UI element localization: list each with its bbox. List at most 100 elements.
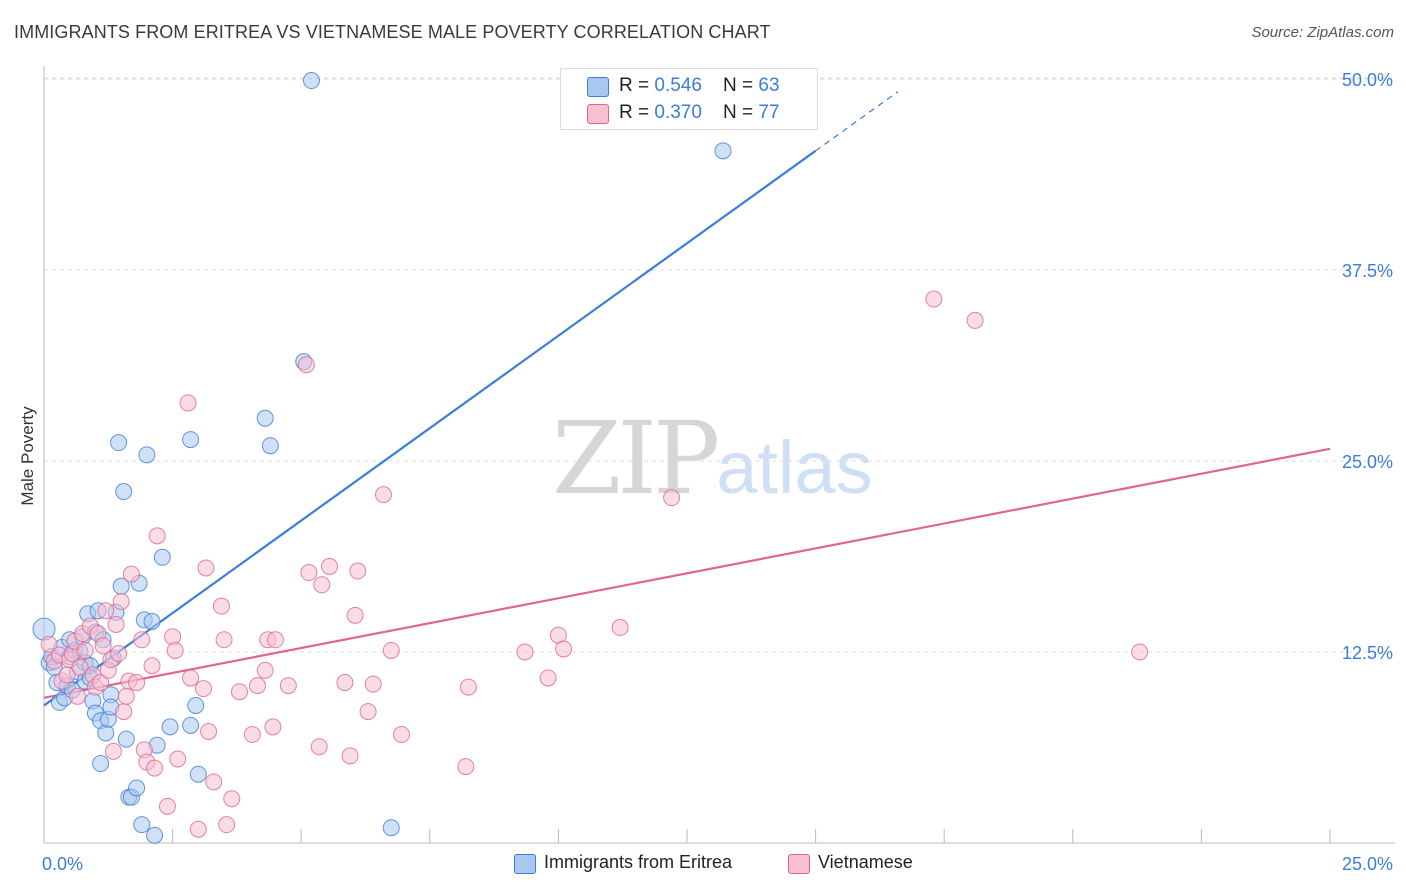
point-vietnamese [200,722,218,740]
stats-text-eritrea: R = 0.546 N = 63 [619,75,780,97]
legend-swatch-vietnamese [587,104,609,124]
point-eritrea [256,409,274,427]
point-eritrea [117,730,135,748]
legend-label-eritrea: Immigrants from Eritrea [544,852,733,872]
point-eritrea [92,755,110,773]
point-vietnamese [92,674,110,692]
x-tick-label-min: 0.0% [42,854,83,874]
stats-text-vietnamese: R = 0.370 N = 77 [619,102,780,124]
y-axis-label: Male Poverty [18,406,37,506]
point-eritrea [714,142,732,160]
r-label: R = [619,102,655,123]
point-vietnamese [104,742,122,760]
point-vietnamese [264,718,282,736]
point-vietnamese [68,687,86,705]
point-vietnamese [966,311,984,329]
point-eritrea [189,765,207,783]
point-vietnamese [223,790,241,808]
point-vietnamese [256,661,274,679]
point-vietnamese [112,593,130,611]
point-eritrea [110,434,128,452]
point-vietnamese [40,635,58,653]
axis-labels: 12.5% 25.0% 37.5% 50.0% 0.0% 25.0% Male Povert… [18,70,1393,874]
point-vietnamese [158,797,176,815]
n-value: 77 [758,102,780,123]
y-tick-label: 12.5% [1342,643,1393,663]
point-vietnamese [266,631,284,649]
legend-swatch-vietnamese [788,854,810,874]
point-eritrea [382,819,400,837]
point-vietnamese [166,641,184,659]
point-vietnamese [164,628,182,646]
series-legend: Immigrants from Eritrea Vietnamese [0,852,1406,878]
point-eritrea [143,612,161,630]
point-vietnamese [110,645,128,663]
point-vietnamese [539,669,557,687]
point-eritrea [133,816,151,834]
point-vietnamese [94,637,112,655]
axes [43,66,1395,844]
r-value: 0.370 [654,102,702,123]
point-vietnamese [169,750,187,768]
point-vietnamese [182,669,200,687]
point-vietnamese [71,658,89,676]
trend-lines [43,91,1331,707]
n-value: 63 [758,75,780,96]
point-vietnamese [97,602,115,620]
n-label: N = [723,75,759,96]
point-vietnamese [122,565,140,583]
point-vietnamese [375,486,393,504]
point-eritrea [138,446,156,464]
point-eritrea [261,437,279,455]
point-vietnamese [1131,643,1149,661]
point-vietnamese [230,683,248,701]
point-vietnamese [516,643,534,661]
point-vietnamese [189,820,207,838]
trend-line-vietnamese [43,447,1331,699]
point-vietnamese [133,631,151,649]
point-vietnamese [555,640,573,658]
point-vietnamese [197,559,215,577]
legend-label-vietnamese: Vietnamese [818,852,913,872]
point-vietnamese [128,674,146,692]
point-vietnamese [346,606,364,624]
point-vietnamese [148,527,166,545]
legend-swatch-eritrea [514,854,536,874]
source-credit: Source: ZipAtlas.com [1251,24,1394,41]
point-vietnamese [925,290,943,308]
point-vietnamese [117,687,135,705]
point-vietnamese [663,489,681,507]
point-vietnamese [364,675,382,693]
point-eritrea [128,779,146,797]
point-eritrea [187,696,205,714]
point-vietnamese [279,677,297,695]
point-vietnamese [218,816,236,834]
point-eritrea [153,548,171,566]
n-label: N = [723,102,759,123]
point-vietnamese [459,678,477,696]
point-vietnamese [215,631,233,649]
point-eritrea [115,483,133,501]
data-points [32,72,1149,844]
point-eritrea [182,716,200,734]
point-vietnamese [243,726,261,744]
point-vietnamese [146,759,164,777]
watermark-atlas: atlas [716,426,873,509]
stats-legend: R = 0.546 N = 63 R = 0.370 N = 77 [560,68,818,130]
point-vietnamese [457,758,475,776]
point-vietnamese [320,557,338,575]
x-tick-label-max: 25.0% [1342,854,1393,874]
point-vietnamese [179,394,197,412]
point-vietnamese [336,674,354,692]
point-vietnamese [248,677,266,695]
watermark-zip: ZIP [552,400,720,517]
point-vietnamese [212,597,230,615]
point-vietnamese [313,576,331,594]
point-vietnamese [297,356,315,374]
y-tick-label: 50.0% [1342,70,1393,90]
point-vietnamese [115,703,133,721]
y-tick-label: 37.5% [1342,261,1393,281]
legend-swatch-eritrea [587,77,609,97]
watermark: ZIPatlas [552,400,873,517]
